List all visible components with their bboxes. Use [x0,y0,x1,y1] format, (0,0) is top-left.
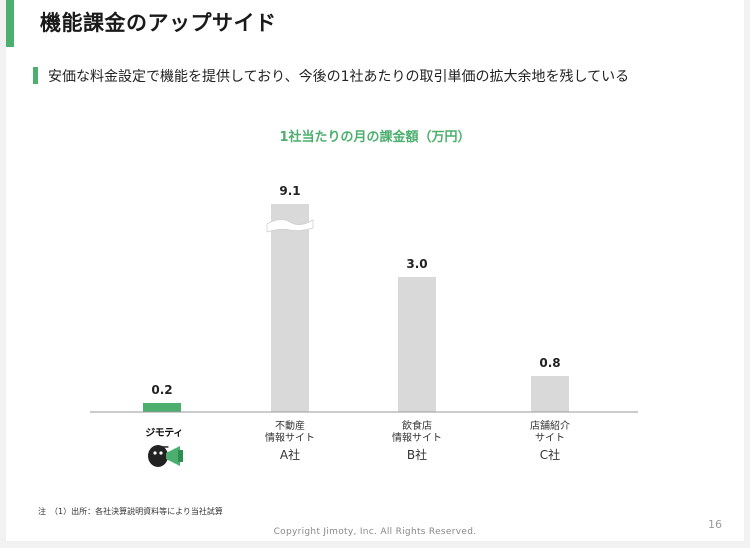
category-company: A社 [279,448,301,462]
footnote: 注 （1）出所：各社決算説明資料等により当社試算 [38,507,223,516]
subtitle-accent-bar [33,67,38,84]
title-accent-bar [6,0,14,47]
slide [6,0,744,541]
axis-break-marker [266,219,314,233]
category-company: C社 [539,448,561,462]
category-label-3: 店舗紹介 サイト C社 [530,421,570,463]
bar-3 [531,376,569,412]
bar-0 [143,403,181,412]
category-label-2: 飲食店 情報サイト B社 [392,421,442,463]
jimoty-megaphone-icon [148,445,183,467]
category-label-1: 不動産 情報サイト A社 [265,421,315,463]
category-label-line: 情報サイト [265,433,315,444]
copyright: Copyright Jimoty, Inc. All Rights Reserv… [273,527,477,537]
category-label-line: サイト [535,433,565,444]
jimoty-logo: ジモティー [142,424,186,470]
page-title: 機能課金のアップサイド [40,11,277,35]
category-label-line: 飲食店 [402,421,432,432]
bar-1 [271,204,309,412]
category-label-line: 情報サイト [392,433,442,444]
page-number: 16 [708,518,722,531]
chart-title: 1社当たりの月の課金額（万円） [279,130,471,145]
data-label-1: 9.1 [279,184,300,198]
data-label-2: 3.0 [406,257,427,271]
category-label-line: 不動産 [275,421,305,432]
category-label-line: 店舗紹介 [530,421,570,432]
category-company: B社 [406,448,428,462]
data-label-3: 0.8 [539,356,560,370]
page-subtitle: 安価な料金設定で機能を提供しており、今後の1社あたりの取引単価の拡大余地を残して… [48,69,630,85]
bar-2 [398,277,436,412]
data-label-0: 0.2 [151,383,172,397]
